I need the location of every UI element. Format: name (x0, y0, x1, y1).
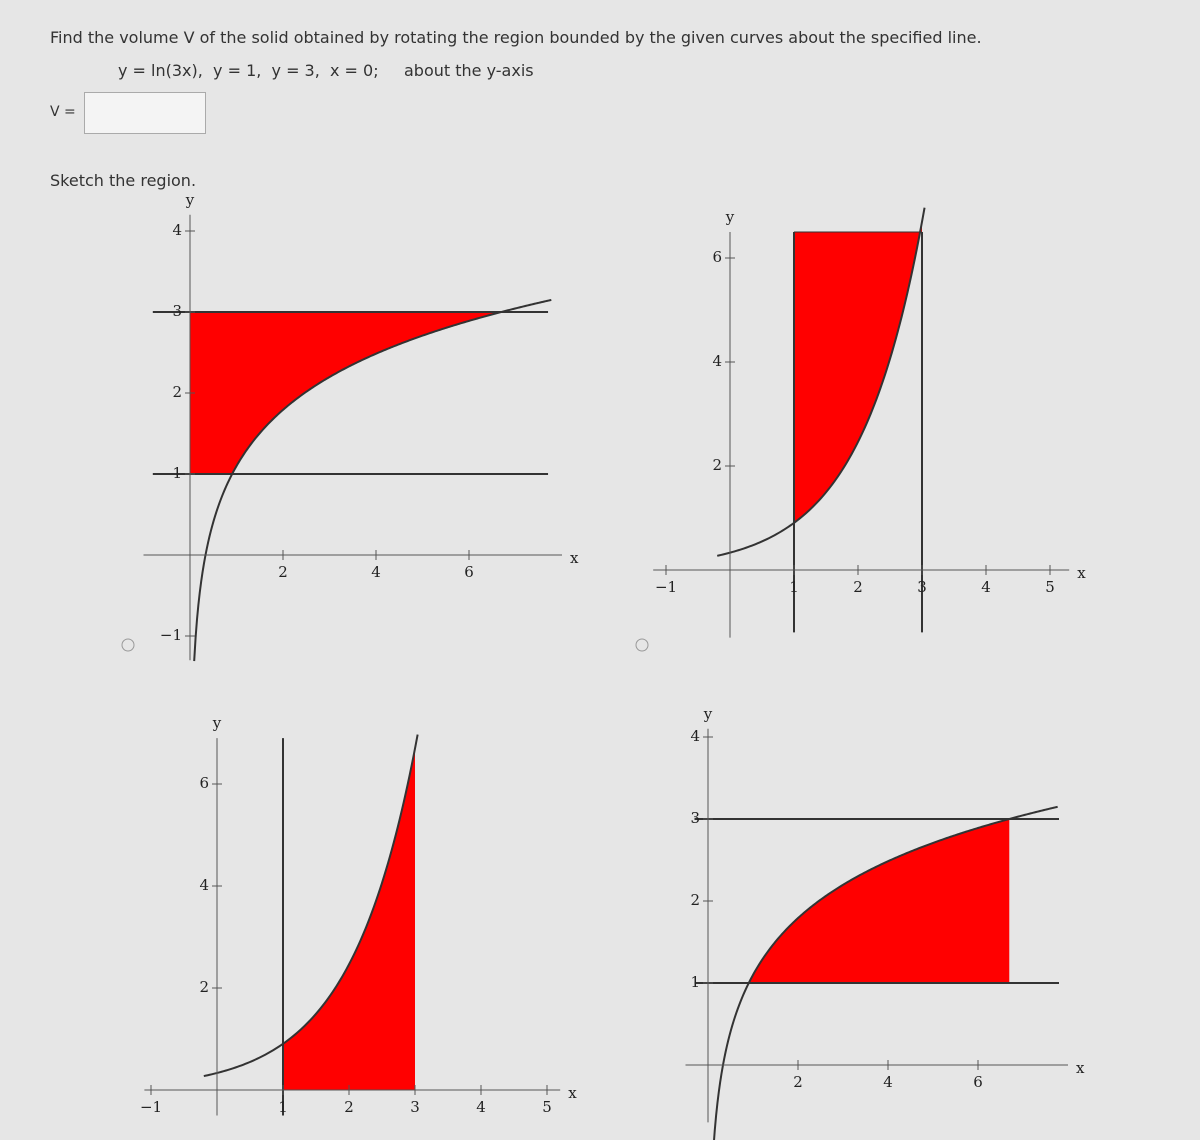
radio-button[interactable] (635, 638, 649, 652)
region (190, 312, 502, 474)
answer-label: V = (50, 104, 76, 120)
curve (716, 207, 926, 557)
x-tick-label: 6 (973, 1073, 983, 1091)
y-tick-label: 4 (199, 876, 209, 894)
x-tick-label: 1 (789, 578, 799, 596)
y-tick-label: 2 (172, 383, 182, 401)
x-tick-label: 2 (344, 1098, 354, 1116)
y-axis-label: y (725, 208, 735, 226)
radio-button[interactable] (121, 638, 135, 652)
curve (203, 734, 419, 1078)
y-tick-label: 2 (199, 978, 209, 996)
x-axis-label: x (1076, 1059, 1085, 1077)
x-tick-label: 4 (476, 1098, 486, 1116)
x-tick-label: 3 (410, 1098, 420, 1116)
y-tick-label: 1 (172, 464, 182, 482)
x-tick-label: 5 (542, 1098, 552, 1116)
y-tick-label: 3 (690, 809, 700, 827)
y-tick-label: 6 (712, 248, 722, 266)
y-tick-label: 2 (690, 891, 700, 909)
x-tick-label: 2 (793, 1073, 803, 1091)
axis-of-rotation: about the y-axis (404, 61, 534, 80)
x-tick-label: 4 (981, 578, 991, 596)
curve (193, 298, 552, 662)
region (283, 748, 415, 1090)
y-tick-label: 6 (199, 774, 209, 792)
curves: y = ln(3x), y = 1, y = 3, x = 0; (118, 61, 379, 80)
x-axis-label: x (568, 1084, 577, 1102)
x-axis-label: x (570, 549, 579, 567)
x-tick-label: 2 (278, 563, 288, 581)
x-tick-label: 2 (853, 578, 863, 596)
y-tick-label: 4 (172, 221, 182, 239)
y-tick-label: 4 (690, 727, 700, 745)
y-tick-label: 4 (712, 352, 722, 370)
x-tick-label: 4 (883, 1073, 893, 1091)
y-tick-label: 3 (172, 302, 182, 320)
sketch-prompt: Sketch the region. (50, 171, 197, 190)
curve (713, 805, 1058, 1140)
region (748, 819, 1010, 983)
y-tick-label: −1 (160, 626, 182, 644)
y-axis-label: y (185, 191, 195, 209)
y-axis-label: y (703, 705, 713, 723)
x-tick-label: 5 (1045, 578, 1055, 596)
x-tick-label: −1 (140, 1098, 162, 1116)
x-tick-label: 6 (464, 563, 474, 581)
y-axis-label: y (212, 714, 222, 732)
x-tick-label: −1 (655, 578, 677, 596)
region (794, 221, 922, 523)
x-axis-label: x (1077, 564, 1086, 582)
x-tick-label: 4 (371, 563, 381, 581)
y-tick-label: 2 (712, 456, 722, 474)
answer-input[interactable] (84, 92, 206, 134)
x-tick-label: 1 (278, 1098, 288, 1116)
question: Find the volume V of the solid obtained … (50, 28, 982, 47)
x-tick-label: 3 (917, 578, 927, 596)
y-tick-label: 1 (690, 973, 700, 991)
